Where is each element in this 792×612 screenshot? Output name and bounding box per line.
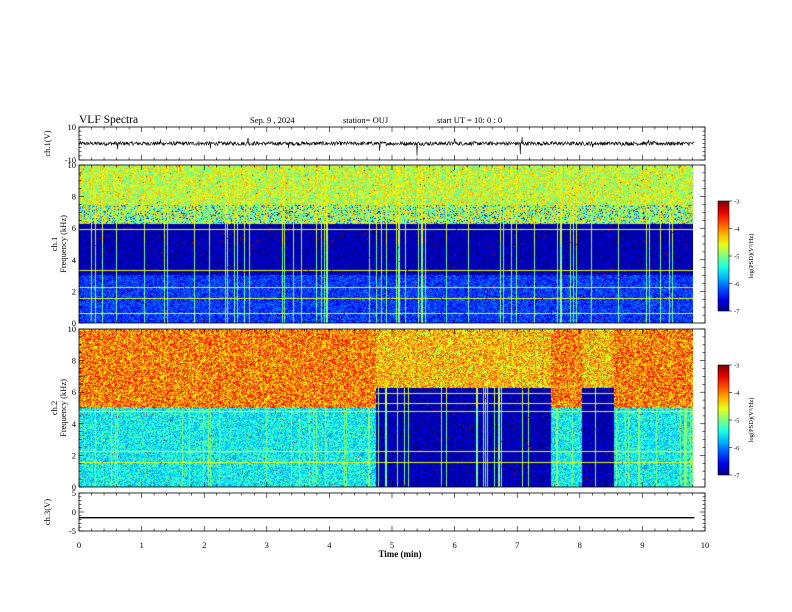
y-tick-label: 8 [72,356,76,366]
x-tick-label: 8 [578,540,582,550]
ch1-colorbar-label: log(PSD)(V²/Hz) [748,234,755,279]
colorbar-tick-label: -6 [734,445,740,452]
colorbar-tick-label: -6 [734,281,740,288]
ch2-spectrogram-ticks [78,328,706,488]
y-tick-label: 0 [72,482,76,492]
y-tick-label: -10 [65,155,76,165]
time-axis-tick-labels: 0 1 2 3 4 5 6 7 8 9 10 [77,540,709,550]
x-tick-label: 1 [139,540,143,550]
colorbar-tick-label: -3 [734,199,739,206]
ch2-spectrogram-panel: 0 2 4 6 8 10 ch.2 Frequency (kHz) [49,324,706,492]
station-label: station= OUJ [343,115,389,125]
y-tick-label: 10 [68,160,77,170]
colorbar-tick-label: -7 [734,473,740,480]
time-axis-label: Time (min) [378,549,421,559]
y-tick-label: 10 [68,324,77,334]
ch2-spectrogram-ytick-labels: 0 2 4 6 8 10 [68,324,77,492]
y-tick-label: 5 [72,488,76,498]
y-tick-label: 2 [72,450,76,460]
ch1-waveform-trace [78,136,695,156]
ch1-spectrogram-image [79,165,693,323]
ch1-waveform-ytick-labels: 10 -10 [65,122,76,165]
y-tick-label: 10 [68,122,77,132]
y-tick-label: 8 [72,192,76,202]
ch3-waveform-frame [78,492,706,532]
ch1-spectrogram-ytick-labels: 0 2 4 6 8 10 [68,160,77,328]
y-tick-label: -5 [69,526,76,536]
colorbar-tick-label: -4 [734,226,740,233]
ch1-colorbar: -3 -4 -5 -6 -7 log(PSD)(V²/Hz) [717,199,755,316]
y-tick-label: 2 [72,286,76,296]
ch1-waveform-panel: 10 -10 ch.1(V) [42,122,706,165]
ch3-waveform-ylabel: ch.3(V) [42,499,52,525]
ch1-spectrogram-channel-label: ch.1 [49,237,59,251]
ch2-colorbar-ticks: -3 -4 -5 -6 -7 [729,363,740,480]
chart-title: VLF Spectra [79,114,138,126]
x-tick-label: 5 [390,540,394,550]
y-tick-label: 0 [72,507,76,517]
date-label: Sep. 9 , 2024 [250,115,295,125]
ch3-waveform-ytick-labels: 5 0 -5 [69,488,76,536]
ch2-spectrogram-image [79,329,693,487]
x-tick-label: 4 [327,540,332,550]
ch1-spectrogram-ticks [78,164,706,324]
ch1-waveform-ticks [78,126,706,161]
colorbar-tick-label: -5 [734,254,739,261]
colorbar-tick-label: -5 [734,418,739,425]
x-tick-label: 3 [265,540,269,550]
ch2-colorbar-label: log(PSD)(V²/Hz) [748,398,755,443]
ch1-colorbar-gradient [717,200,730,312]
ch2-colorbar: -3 -4 -5 -6 -7 log(PSD)(V²/Hz) [717,363,755,480]
ch3-waveform-ticks [78,492,706,532]
ch2-colorbar-gradient [717,364,730,476]
ch2-spectrogram-ylabel: Frequency (kHz) [58,379,68,437]
y-tick-label: 6 [72,387,76,397]
ch1-waveform-ylabel: ch.1(V) [42,130,52,156]
ch1-colorbar-ticks: -3 -4 -5 -6 -7 [729,199,740,316]
x-tick-label: 6 [452,540,456,550]
ch3-waveform-panel: 5 0 -5 ch.3(V) [42,488,706,536]
x-tick-label: 2 [202,540,206,550]
ch1-spectrogram-ylabel: Frequency (kHz) [58,215,68,273]
x-tick-label: 7 [515,540,519,550]
y-tick-label: 6 [72,223,76,233]
x-tick-label: 0 [77,540,81,550]
x-tick-label: 9 [640,540,644,550]
y-tick-label: 0 [72,318,76,328]
y-tick-label: 4 [72,255,77,265]
colorbar-tick-label: -7 [734,309,740,316]
colorbar-tick-label: -3 [734,363,739,370]
ch1-spectrogram-panel: 0 2 4 6 8 10 ch.1 Frequency (kHz) [49,160,706,328]
y-tick-label: 4 [72,419,77,429]
colorbar-tick-label: -4 [734,390,740,397]
start-time-label: start UT = 10: 0 : 0 [437,115,502,125]
ch2-spectrogram-channel-label: ch.2 [49,401,59,415]
x-tick-label: 10 [701,540,710,550]
